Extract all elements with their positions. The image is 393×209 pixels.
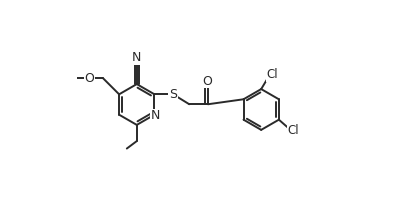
- Text: N: N: [151, 110, 160, 122]
- Text: O: O: [84, 72, 94, 85]
- Text: Cl: Cl: [287, 124, 299, 137]
- Text: N: N: [132, 51, 141, 64]
- Text: S: S: [169, 88, 177, 101]
- Text: O: O: [202, 75, 212, 88]
- Text: Cl: Cl: [267, 68, 279, 81]
